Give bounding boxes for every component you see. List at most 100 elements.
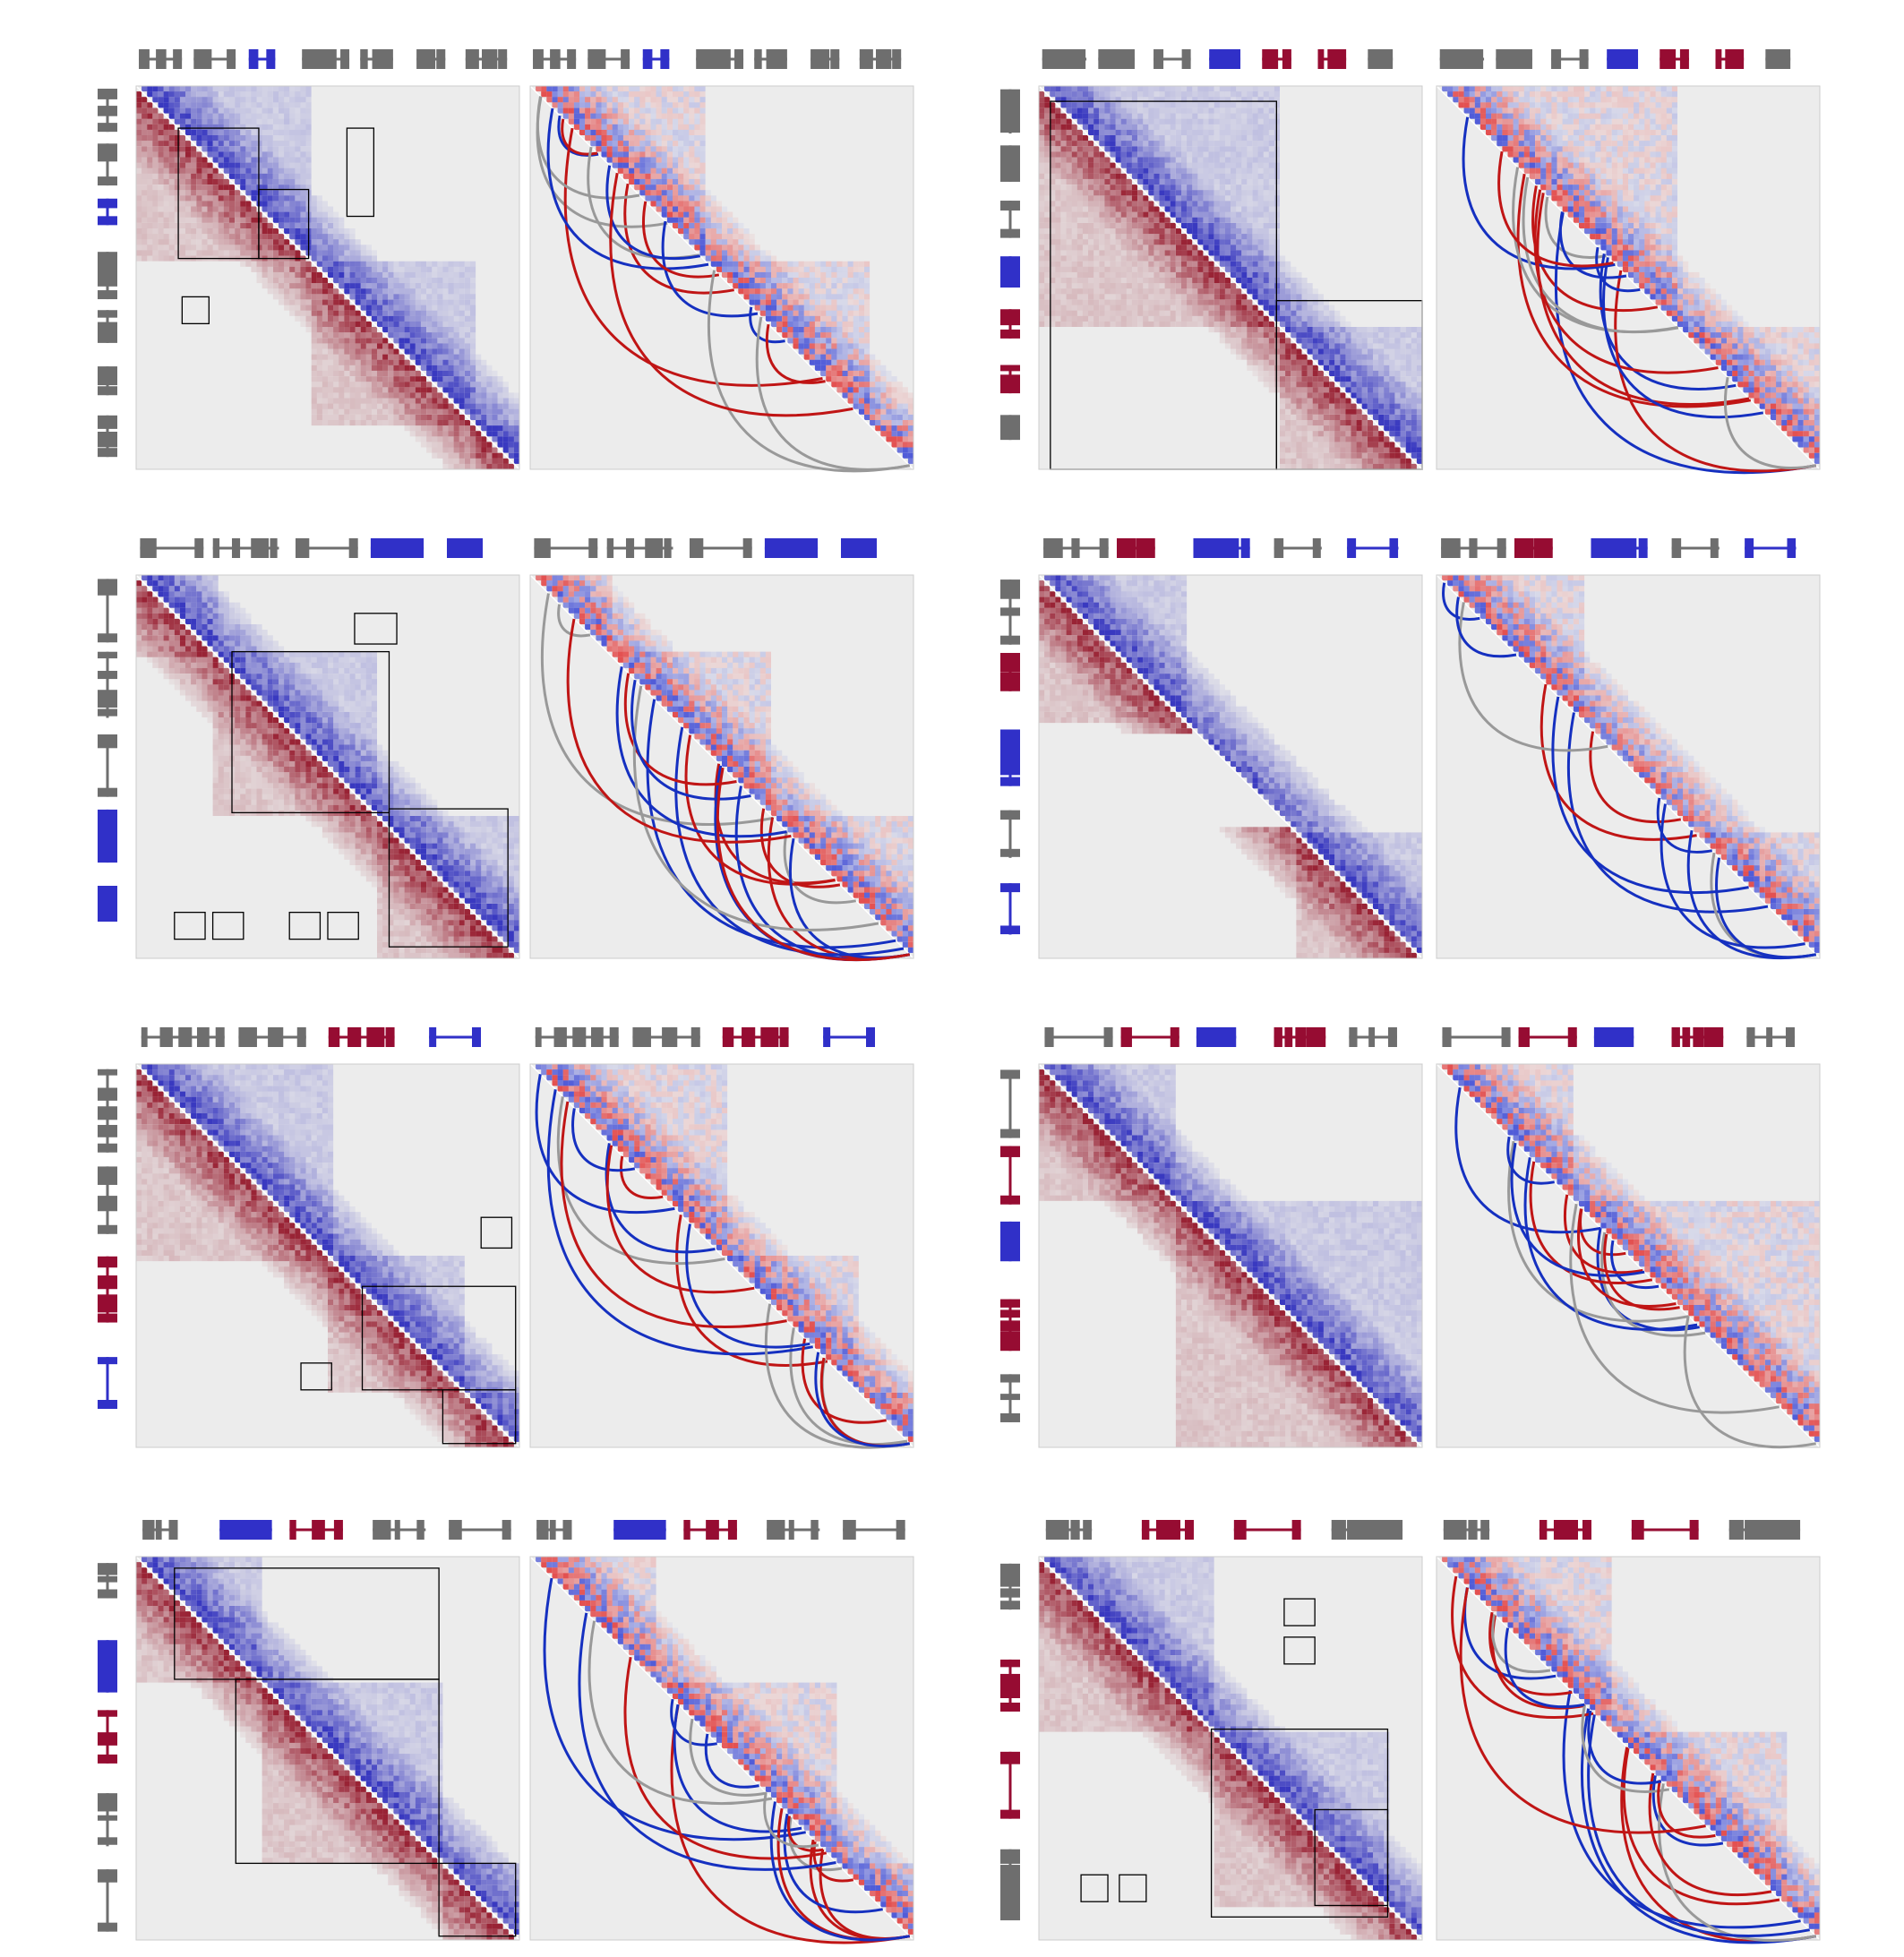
contact-cell — [1247, 173, 1253, 179]
contact-cell — [1263, 211, 1269, 218]
contact-cell — [1099, 141, 1105, 147]
contact-cell — [459, 315, 465, 322]
contact-cell — [1252, 245, 1258, 251]
contact-cell — [1224, 173, 1231, 179]
contact-cell — [437, 294, 443, 300]
contact-cell — [1104, 124, 1111, 130]
contact-cell — [896, 436, 903, 442]
contact-cell — [1060, 217, 1067, 223]
contact-cell — [279, 86, 285, 92]
contact-cell — [267, 162, 273, 168]
contact-cell — [168, 234, 175, 240]
contact-cell — [1131, 206, 1138, 212]
contact-cell — [1044, 129, 1051, 136]
contact-cell — [179, 228, 186, 235]
contact-cell — [1110, 113, 1116, 119]
contact-cell — [158, 129, 164, 136]
contact-cell — [168, 141, 175, 147]
contact-cell — [1066, 107, 1072, 114]
contact-cell — [322, 414, 329, 421]
contact-cell — [147, 113, 153, 119]
contact-cell — [382, 359, 389, 365]
contact-cell — [1066, 178, 1072, 185]
contact-cell — [388, 343, 394, 349]
contact-cell — [650, 195, 656, 202]
contact-cell — [1241, 201, 1248, 207]
contact-cell — [738, 228, 744, 235]
contact-cell — [1154, 86, 1160, 92]
contact-cell — [1192, 201, 1198, 207]
contact-cell — [858, 310, 865, 316]
contact-cell — [875, 370, 881, 377]
contact-cell — [689, 135, 695, 142]
contact-cell — [1219, 261, 1225, 267]
contact-cell — [360, 327, 366, 333]
contact-cell — [858, 288, 865, 295]
contact-cell — [1137, 190, 1144, 196]
contact-cell — [295, 162, 301, 168]
contact-cell — [1126, 118, 1132, 124]
contact-cell — [377, 387, 383, 393]
contact-cell — [272, 91, 279, 98]
contact-cell — [311, 255, 317, 262]
gene-track-vertical — [98, 89, 117, 458]
contact-cell — [1039, 151, 1045, 158]
contact-cell — [1082, 151, 1089, 158]
contact-cell — [459, 447, 465, 453]
contact-cell — [1263, 157, 1269, 163]
contact-cell — [453, 382, 459, 388]
contact-cell — [322, 217, 329, 223]
contact-cell — [629, 129, 635, 136]
contact-cell — [245, 222, 252, 229]
contact-cell — [147, 190, 153, 196]
contact-cell — [1164, 167, 1171, 174]
contact-cell — [168, 113, 175, 119]
contact-cell — [142, 102, 148, 108]
gene-exon — [156, 49, 167, 69]
contact-cell — [1197, 146, 1204, 152]
contact-cell — [1187, 162, 1193, 168]
contact-cell — [831, 348, 837, 355]
contact-cell — [1071, 151, 1077, 158]
contact-cell — [459, 288, 465, 295]
contact-cell — [831, 376, 837, 382]
contact-cell — [1110, 146, 1116, 152]
contact-cell — [388, 348, 394, 355]
contact-cell — [1224, 217, 1231, 223]
contact-cell — [1175, 124, 1182, 130]
contact-cell — [207, 206, 213, 212]
contact-cell — [683, 86, 690, 92]
contact-cell — [782, 310, 788, 316]
contact-cell — [1071, 102, 1077, 108]
contact-cell — [191, 211, 197, 218]
gene-exon — [1000, 228, 1020, 238]
contact-cell — [622, 146, 630, 152]
contact-cell — [1187, 91, 1193, 98]
contact-cell — [1236, 255, 1242, 262]
contact-cell — [782, 261, 788, 267]
gene-exon — [708, 49, 724, 69]
contact-cell — [759, 250, 766, 256]
contact-cell — [1148, 135, 1154, 142]
contact-cell — [486, 398, 493, 404]
contact-cell — [464, 382, 471, 388]
contact-cell — [1094, 157, 1100, 163]
contact-cell — [1076, 228, 1083, 235]
contact-cell — [1159, 102, 1165, 108]
contact-cell — [831, 338, 837, 344]
contact-cell — [476, 431, 482, 437]
contact-cell — [228, 195, 236, 202]
contact-cell — [470, 261, 476, 267]
contact-cell — [415, 332, 421, 339]
contact-cell — [622, 157, 630, 163]
contact-cell — [694, 107, 700, 114]
contact-cell — [365, 359, 372, 365]
contact-cell — [699, 124, 706, 130]
contact-cell — [1099, 102, 1105, 108]
contact-cell — [136, 135, 142, 142]
contact-cell — [831, 283, 837, 289]
contact-cell — [399, 332, 405, 339]
contact-cell — [399, 299, 405, 305]
contact-cell — [371, 392, 378, 399]
contact-cell — [240, 162, 246, 168]
